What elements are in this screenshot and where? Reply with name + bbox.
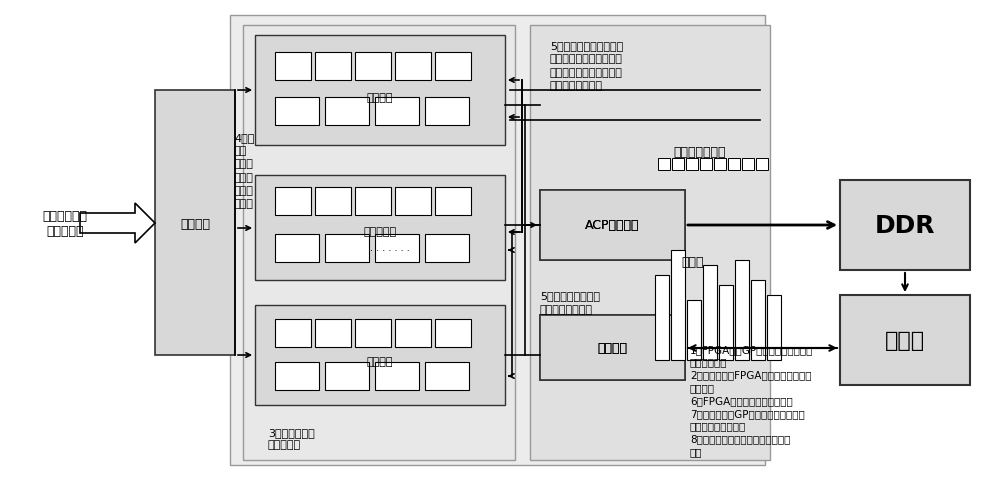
Text: ACP调度模块: ACP调度模块 — [585, 219, 639, 232]
Bar — [655, 276, 669, 360]
Bar — [671, 251, 685, 360]
Text: 处理器: 处理器 — [885, 330, 925, 350]
Text: 3、为优先级分
配缓冲区；: 3、为优先级分 配缓冲区； — [268, 427, 315, 449]
Bar — [275, 188, 311, 216]
Text: 数据包: 数据包 — [682, 256, 704, 269]
Bar — [375, 362, 419, 390]
Text: ACP调度模块: ACP调度模块 — [585, 219, 639, 232]
Bar — [375, 235, 419, 263]
Text: 中等优先级: 中等优先级 — [363, 227, 397, 237]
Bar — [375, 98, 419, 126]
Bar — [325, 362, 369, 390]
Bar — [230, 16, 765, 465]
Bar — [315, 319, 351, 347]
Bar — [672, 159, 684, 171]
Bar — [714, 159, 726, 171]
Bar — [325, 98, 369, 126]
Bar — [840, 180, 970, 270]
Text: 配置模块: 配置模块 — [597, 342, 627, 355]
Bar — [686, 159, 698, 171]
Bar — [735, 261, 749, 360]
Bar — [540, 191, 685, 261]
Bar — [325, 235, 369, 263]
Bar — [255, 36, 505, 146]
Text: 高优先级: 高优先级 — [367, 93, 393, 103]
Bar — [756, 159, 768, 171]
Text: 外部通信接口
如以太网等: 外部通信接口 如以太网等 — [42, 210, 88, 238]
Bar — [255, 305, 505, 405]
Text: 5、每包数据写结束
后，更新写指针；: 5、每包数据写结束 后，更新写指针； — [540, 291, 600, 314]
Bar — [255, 176, 505, 280]
Bar — [530, 26, 770, 460]
Text: 4、报
文接
收、写
入相应
优先级
缓冲；: 4、报 文接 收、写 入相应 优先级 缓冲； — [234, 133, 254, 209]
Bar — [243, 26, 515, 460]
Text: · · · · · · ·: · · · · · · · — [370, 245, 410, 255]
Bar — [275, 53, 311, 81]
Text: 1、FPGA通过GP接口告诉处理器优先
级配置数量；
2、处理器配置FPGA，为每种优先级分
配内存；
6、FPGA更新描述信息写指针；
7、处理器通过GP口读: 1、FPGA通过GP接口告诉处理器优先 级配置数量； 2、处理器配置FPGA，为… — [690, 344, 813, 456]
Text: 5、调度模块为数据包建
立描述信息，根据内存配
置，将数据包和配套的描
述信息写入内存；: 5、调度模块为数据包建 立描述信息，根据内存配 置，将数据包和配套的描 述信息写… — [550, 41, 623, 91]
Bar — [395, 188, 431, 216]
Text: 配置模块: 配置模块 — [597, 342, 627, 355]
Bar — [658, 159, 670, 171]
Bar — [840, 295, 970, 385]
Text: DDR: DDR — [875, 214, 935, 238]
Bar — [425, 98, 469, 126]
Bar — [395, 319, 431, 347]
Bar — [751, 280, 765, 360]
Bar — [742, 159, 754, 171]
Bar — [728, 159, 740, 171]
Bar — [700, 159, 712, 171]
Text: 外设接口: 外设接口 — [180, 217, 210, 230]
Bar — [703, 265, 717, 360]
Bar — [425, 362, 469, 390]
Bar — [540, 315, 685, 380]
Bar — [275, 235, 319, 263]
Bar — [355, 319, 391, 347]
Bar — [767, 295, 781, 360]
Bar — [155, 91, 235, 355]
Bar — [425, 235, 469, 263]
Text: 数据包描述信息: 数据包描述信息 — [674, 146, 726, 159]
Bar — [275, 319, 311, 347]
Bar — [435, 53, 471, 81]
Bar — [275, 362, 319, 390]
Bar — [687, 300, 701, 360]
Bar — [355, 53, 391, 81]
Bar — [540, 315, 685, 380]
Bar — [435, 188, 471, 216]
Bar — [719, 286, 733, 360]
Bar — [315, 53, 351, 81]
Bar — [315, 188, 351, 216]
Text: 低优先级: 低优先级 — [367, 356, 393, 366]
Bar — [540, 191, 685, 261]
Bar — [275, 98, 319, 126]
Bar — [435, 319, 471, 347]
Polygon shape — [80, 204, 155, 243]
Bar — [395, 53, 431, 81]
Bar — [355, 188, 391, 216]
